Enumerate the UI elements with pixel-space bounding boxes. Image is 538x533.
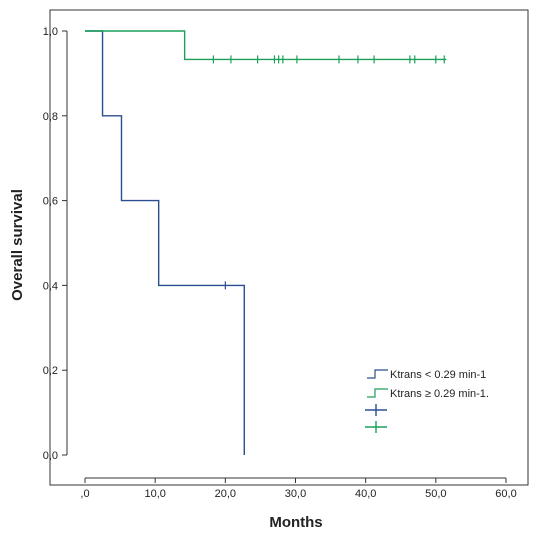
legend-label-2: Ktrans ≥ 0.29 min-1. (390, 388, 489, 400)
x-axis: ,0 10,0 20,0 30,0 40,0 50,0 60,0 (80, 477, 517, 500)
x-tick-label: 20,0 (215, 488, 236, 500)
plot-area (85, 30, 447, 455)
x-tick-label: 50,0 (425, 488, 446, 500)
y-axis: 0,0 0,2 0,4 0,6 0,8 1,0 (43, 26, 68, 462)
y-tick-label: 0,2 (43, 365, 58, 377)
y-tick-label: 0,4 (43, 280, 58, 292)
x-tick-label: 30,0 (285, 488, 306, 500)
plot-frame (49, 9, 529, 486)
y-tick-label: 0,0 (43, 450, 58, 462)
y-tick-label: 0,8 (43, 111, 58, 123)
x-tick-label: 40,0 (355, 488, 376, 500)
legend-swatch-1 (367, 369, 388, 379)
y-tick-label: 1,0 (43, 26, 58, 38)
y-tick-label: 0,6 (43, 196, 58, 208)
legend: Ktrans < 0.29 min-1 Ktrans ≥ 0.29 min-1. (365, 369, 489, 433)
y-axis-title: Overall survival (9, 189, 26, 301)
legend-label-1: Ktrans < 0.29 min-1 (390, 369, 486, 381)
legend-swatch-2 (367, 388, 388, 398)
series-1-line (85, 30, 245, 455)
x-tick-label: ,0 (80, 488, 89, 500)
x-axis-title: Months (269, 514, 322, 531)
x-tick-label: 60,0 (495, 488, 516, 500)
x-tick-label: 10,0 (144, 488, 165, 500)
series-2-line (85, 30, 447, 61)
